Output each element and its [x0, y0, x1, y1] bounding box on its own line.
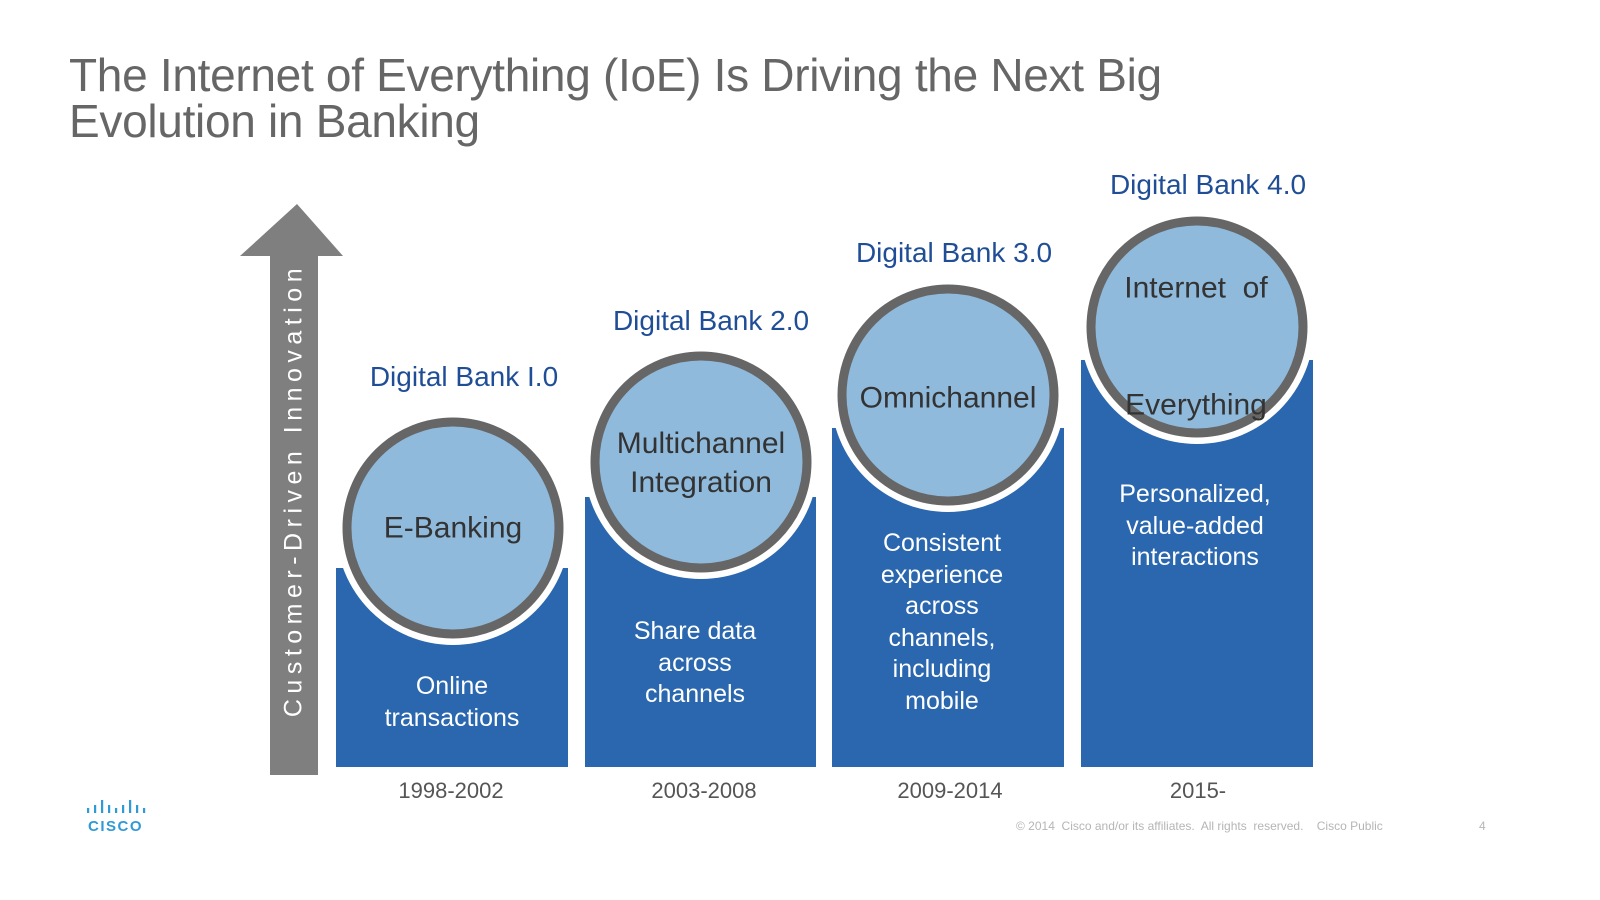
- description-line: including: [892, 655, 992, 683]
- stage-4-title: Digital Bank 4.0: [1109, 169, 1307, 200]
- innovation-arrow-icon: [240, 204, 343, 775]
- description-line: channels,: [888, 623, 996, 652]
- stage-3-period: 2009-2014: [897, 778, 1003, 803]
- stage-3-description: Consistent experience across channels, i…: [832, 528, 1052, 717]
- stage-1-title: Digital Bank I.0: [369, 361, 559, 392]
- description-line: interactions: [1131, 543, 1259, 571]
- circle-label-line: Omnichannel: [859, 381, 1037, 415]
- stage-2-circle: [590, 351, 812, 573]
- cisco-logo-icon: [87, 800, 146, 813]
- stage-3-title: Digital Bank 3.0: [855, 237, 1053, 268]
- stage-1-description: Online transactions: [342, 671, 562, 734]
- stage-1-period: 1998-2002: [398, 778, 504, 803]
- description-line: Consistent: [882, 529, 1002, 557]
- description-line: experience: [880, 560, 1004, 589]
- description-line: across: [905, 592, 979, 620]
- stage-3-circle-label: Omnichannel: [860, 379, 1037, 418]
- description-line: across: [658, 648, 732, 677]
- circle-label-line: Integration: [630, 466, 772, 499]
- stage-2-graphic: [584, 345, 818, 767]
- description-line: channels: [644, 680, 746, 708]
- description-line: Share data: [633, 617, 757, 645]
- circle-label-line: E-Banking: [383, 511, 523, 545]
- stage-1-circle-label: E-Banking: [384, 509, 522, 548]
- stage-4-period: 2015-: [1169, 778, 1227, 803]
- slide-title-line-2: Evolution in Banking: [69, 95, 480, 147]
- cisco-logo-text: CISCO: [88, 818, 144, 835]
- description-line: transactions: [384, 703, 520, 732]
- stage-2-title: Digital Bank 2.0: [612, 305, 810, 336]
- slide-title: The Internet of Everything (IoE) Is Driv…: [69, 52, 1369, 144]
- stage-3-circle: [837, 284, 1059, 506]
- stage-4-circle-label: Internet of Everything: [1124, 191, 1267, 464]
- stage-4-circle: [1086, 216, 1308, 438]
- description-line: value-added: [1126, 511, 1264, 540]
- stage-3-graphic: [831, 278, 1065, 767]
- stage-2-period: 2003-2008: [651, 778, 757, 803]
- stage-2-circle-label: Multichannel Integration: [617, 424, 785, 502]
- circle-label-line: Everything: [1125, 388, 1267, 422]
- stage-2-description: Share data across channels: [585, 616, 805, 711]
- axis-label: Customer-Driven Innovation: [279, 262, 308, 718]
- footer-copyright: © 2014 Cisco and/or its affiliates. All …: [1016, 819, 1383, 833]
- circle-label-line: Internet of: [1124, 271, 1268, 305]
- stage-1-graphic: [336, 411, 570, 767]
- stage-1-circle: [342, 417, 564, 639]
- stage-4-graphic: [1080, 210, 1314, 767]
- circle-label-line: Multichannel: [616, 427, 786, 460]
- description-line: Online: [415, 672, 489, 700]
- page-number: 4: [1479, 819, 1486, 833]
- description-line: Personalized,: [1119, 480, 1271, 508]
- stage-4-description: Personalized, value-added interactions: [1085, 479, 1305, 574]
- description-line: mobile: [905, 686, 979, 715]
- slide-title-line-1: The Internet of Everything (IoE) Is Driv…: [69, 49, 1162, 101]
